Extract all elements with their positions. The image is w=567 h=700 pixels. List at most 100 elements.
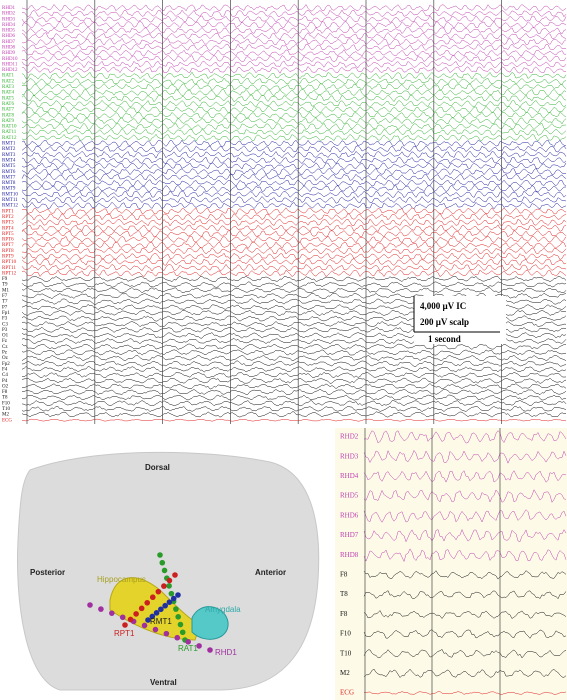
trace <box>21 269 567 277</box>
electrode-contact <box>122 622 128 628</box>
trace <box>21 411 566 418</box>
electrode-contact <box>161 567 168 574</box>
channel-label: RPT6 <box>2 238 14 243</box>
channel-label: Fz <box>2 339 8 344</box>
electrode-contact <box>172 572 178 578</box>
detail-channel-label: F8 <box>340 610 348 618</box>
channel-label: RAT3 <box>2 85 14 90</box>
brain-label: RPT1 <box>114 629 135 638</box>
trace <box>21 83 567 91</box>
trace <box>21 190 567 198</box>
electrode-contact <box>185 639 191 645</box>
electrode-contact <box>119 614 126 621</box>
channel-label: RPT1 <box>2 209 14 214</box>
trace <box>21 383 567 390</box>
trace <box>21 184 567 193</box>
detail-background <box>335 428 567 700</box>
detail-channel-label: F8 <box>340 571 348 579</box>
channel-label: RAT6 <box>2 102 14 107</box>
electrode-contact <box>127 616 134 623</box>
channel-label: RHD1 <box>2 6 16 11</box>
trace <box>21 133 567 142</box>
channel-label: Oz <box>2 356 9 361</box>
trace <box>21 212 567 221</box>
trace <box>21 263 567 272</box>
electrode-contact <box>162 602 168 609</box>
trace <box>363 430 567 444</box>
trace <box>21 400 567 407</box>
brain-label: RMT1 <box>150 617 172 626</box>
trace <box>21 139 567 148</box>
electrode-contact <box>159 559 166 566</box>
detail-channel-label: RHD7 <box>340 531 359 539</box>
trace <box>21 229 567 238</box>
trace <box>21 43 567 52</box>
trace <box>21 37 567 46</box>
trace <box>21 150 567 159</box>
trace <box>363 649 567 659</box>
channel-label: M1 <box>2 288 9 293</box>
channel-label: RHD7 <box>2 40 16 45</box>
brain-label: RAT1 <box>178 644 198 653</box>
trace <box>363 629 567 639</box>
trace <box>21 88 567 97</box>
brain-label: Anterior <box>255 568 286 577</box>
channel-label: RHD3 <box>2 17 16 22</box>
channel-label: Fp2 <box>2 362 10 367</box>
trace <box>21 287 567 294</box>
channel-label: F7 <box>2 294 8 299</box>
channel-label: P7 <box>2 305 8 310</box>
channel-label: RPT5 <box>2 232 14 237</box>
trace <box>363 590 567 600</box>
electrode-contact <box>170 595 177 602</box>
detail-channel-label: RHD8 <box>340 551 359 559</box>
trace <box>21 77 567 86</box>
detail-channel-label: M2 <box>340 669 350 677</box>
channel-label: RPT9 <box>2 255 14 260</box>
detail-channel-label: T8 <box>340 590 348 598</box>
trace <box>21 122 567 131</box>
channel-label: RPT11 <box>2 266 16 271</box>
channel-label: F9 <box>2 277 8 282</box>
trace <box>21 235 567 244</box>
electrode-contact <box>179 629 186 636</box>
detail-channel-label: RHD3 <box>340 452 359 460</box>
channel-label: RMT4 <box>2 158 16 163</box>
trace <box>363 509 567 523</box>
trace <box>21 49 567 57</box>
trace <box>21 349 567 356</box>
trace <box>21 418 567 422</box>
trace <box>21 156 567 165</box>
trace <box>363 548 567 563</box>
trace <box>21 167 567 176</box>
channel-label: RHD4 <box>2 23 16 28</box>
channel-label: RAT8 <box>2 113 14 118</box>
channel-label: RPT2 <box>2 215 14 220</box>
channel-label: RPT3 <box>2 221 14 226</box>
trace <box>21 145 567 153</box>
electrode-contact <box>174 634 181 641</box>
electrode-contact <box>144 599 151 606</box>
trace <box>21 276 567 283</box>
electrode-contact <box>158 606 164 613</box>
channel-label: RMT8 <box>2 181 16 186</box>
brain-label: RHD1 <box>215 648 237 657</box>
trace <box>21 4 567 12</box>
trace <box>21 15 567 23</box>
channel-label: T10 <box>2 407 11 412</box>
channel-label: RMT11 <box>2 198 18 203</box>
trace <box>21 394 566 401</box>
trace <box>21 32 567 40</box>
trace <box>21 258 567 266</box>
electrode-contact <box>166 577 173 584</box>
trace <box>363 470 567 483</box>
trace <box>21 162 567 170</box>
detail-channel-label: RHD6 <box>340 511 359 519</box>
channel-label: M2 <box>2 413 9 418</box>
channel-label: P4 <box>2 379 8 384</box>
trace <box>21 111 567 120</box>
channel-label: F3 <box>2 317 8 322</box>
electrode-contact <box>161 583 167 589</box>
trace <box>21 66 567 74</box>
channel-label: T7 <box>2 300 8 305</box>
